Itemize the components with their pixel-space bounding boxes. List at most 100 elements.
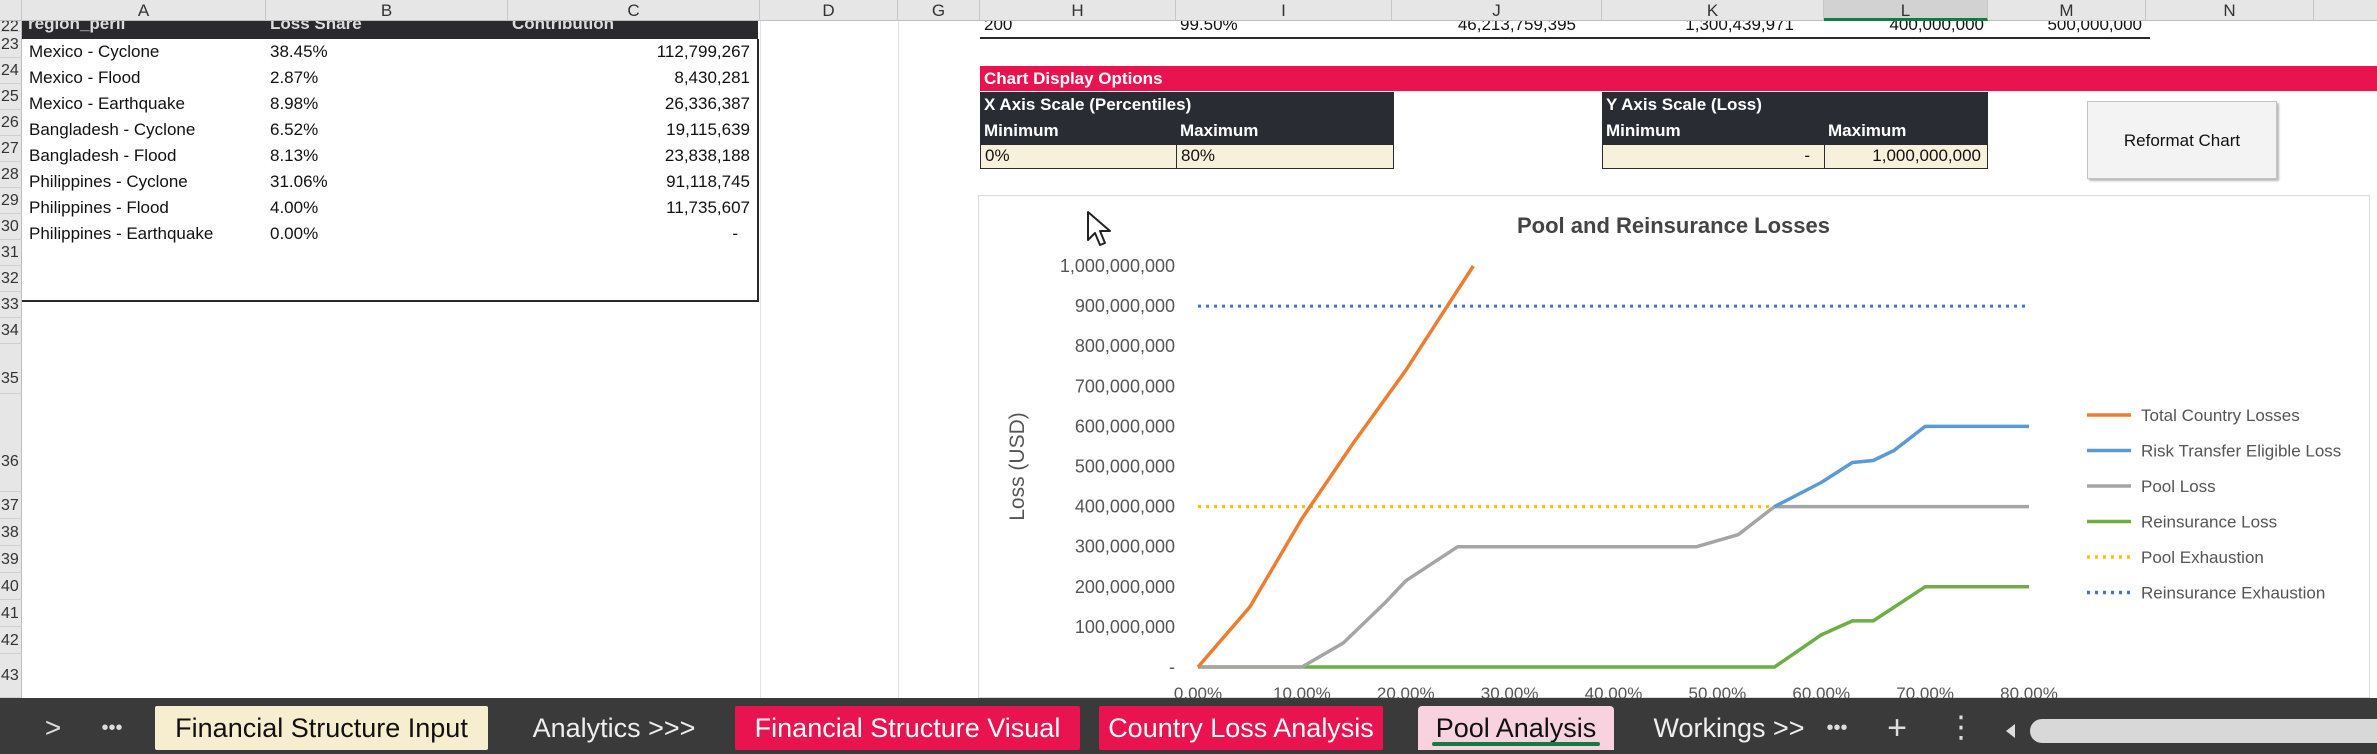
tab-pool-analysis-label: Pool Analysis <box>1435 713 1597 743</box>
tab-financial-structure-visual[interactable]: Financial Structure Visual <box>735 706 1080 750</box>
header-loss-share: Loss Share <box>270 21 362 33</box>
tab-pool-analysis[interactable]: Pool Analysis <box>1418 706 1614 750</box>
summary-row-partial: 200 99.50% 46,213,759,395 1,300,439,971 … <box>980 21 2150 39</box>
contribution-cell[interactable]: 11,735,607 <box>666 198 750 217</box>
region-peril-cell[interactable]: Mexico - Earthquake <box>29 94 185 113</box>
row-number[interactable]: 40 <box>0 573 22 600</box>
contribution-cell[interactable]: 19,115,639 <box>666 120 750 139</box>
column-header[interactable]: K <box>1602 0 1824 21</box>
column-header[interactable]: C <box>508 0 760 21</box>
pool-reinsurance-chart[interactable]: Pool and Reinsurance Losses Loss (USD) - 10… <box>978 195 2370 699</box>
region-peril-cell[interactable]: Bangladesh - Flood <box>29 146 177 165</box>
column-header[interactable]: A <box>22 0 266 21</box>
y-max-label: Maximum <box>1824 117 1988 144</box>
region-peril-cell[interactable]: Mexico - Cyclone <box>29 42 160 61</box>
tab-financial-structure-input[interactable]: Financial Structure Input <box>155 706 488 750</box>
header-region-peril: region_peril <box>28 21 126 33</box>
contribution-cell[interactable]: - <box>732 224 738 243</box>
contribution-cell[interactable]: 26,336,387 <box>664 94 750 113</box>
x-min-input[interactable]: 0% <box>980 144 1177 169</box>
x-tick-label: 10.00% <box>1273 684 1331 699</box>
y-max-input[interactable]: 1,000,000,000 <box>1824 144 1988 169</box>
summary-cell[interactable]: 500,000,000 <box>2047 21 2142 34</box>
series-line-total-country-losses <box>1196 265 1475 669</box>
row-number[interactable]: 27 <box>0 136 22 162</box>
loss-share-cell[interactable]: 2.87% <box>270 68 319 87</box>
y-tick-label: 800,000,000 <box>1075 336 1175 356</box>
column-header[interactable]: D <box>760 0 898 21</box>
tab-analytics[interactable]: Analytics >>> <box>532 713 696 743</box>
tab-country-loss-analysis[interactable]: Country Loss Analysis <box>1099 706 1383 750</box>
contribution-cell[interactable]: 112,799,267 <box>656 42 750 61</box>
column-header[interactable]: M <box>1988 0 2146 21</box>
column-header[interactable]: H <box>980 0 1176 21</box>
gridline <box>760 21 761 698</box>
summary-cell[interactable]: 46,213,759,395 <box>1457 21 1576 34</box>
y-axis-scale-label: Y Axis Scale (Loss) <box>1602 92 1988 117</box>
row-number[interactable]: 37 <box>0 492 22 519</box>
region-peril-cell[interactable]: Bangladesh - Cyclone <box>29 120 196 139</box>
row-number[interactable]: 41 <box>0 600 22 627</box>
legend-label: Pool Loss <box>2141 477 2216 496</box>
row-number[interactable]: 30 <box>0 214 22 240</box>
contribution-cell[interactable]: 8,430,281 <box>674 68 750 87</box>
row-number[interactable]: 22 <box>0 21 22 32</box>
loss-share-cell[interactable]: 0.00% <box>270 224 319 243</box>
y-min-input[interactable]: - <box>1602 144 1825 169</box>
column-header[interactable]: J <box>1392 0 1602 21</box>
reformat-chart-button[interactable]: Reformat Chart <box>2087 101 2277 179</box>
column-header[interactable]: N <box>2146 0 2314 21</box>
row-number[interactable]: 36 <box>0 394 22 492</box>
gridline <box>898 21 899 698</box>
x-max-input[interactable]: 80% <box>1176 144 1394 169</box>
horizontal-scrollbar[interactable] <box>2030 719 2377 743</box>
row-number[interactable]: 35 <box>0 344 22 394</box>
row-number[interactable]: 23 <box>0 32 22 58</box>
row-number[interactable]: 25 <box>0 84 22 110</box>
loss-share-cell[interactable]: 8.13% <box>270 146 319 165</box>
loss-share-cell[interactable]: 4.00% <box>270 198 319 217</box>
summary-cell[interactable]: 400,000,000 <box>1889 21 1984 34</box>
sheet-options-icon[interactable]: ⋮ <box>1946 711 1976 744</box>
row-number[interactable]: 38 <box>0 519 22 546</box>
loss-share-cell[interactable]: 6.52% <box>270 120 319 139</box>
region-peril-cell[interactable]: Philippines - Earthquake <box>29 224 214 243</box>
loss-share-cell[interactable]: 8.98% <box>270 94 319 113</box>
row-number[interactable]: 43 <box>0 654 22 698</box>
summary-cell[interactable]: 99.50% <box>1180 21 1238 34</box>
series-line-reinsurance-loss <box>1198 585 2029 669</box>
more-tabs-right-icon[interactable]: ••• <box>1826 717 1848 739</box>
loss-share-cell[interactable]: 38.45% <box>270 42 328 61</box>
x-tick-label: 30.00% <box>1481 684 1539 699</box>
row-header-strip: 22 23 24 25 26 27 28 29 30 31 32 33 34 3… <box>0 21 22 698</box>
column-header[interactable]: I <box>1176 0 1392 21</box>
row-number[interactable]: 32 <box>0 266 22 292</box>
row-number[interactable]: 29 <box>0 188 22 214</box>
row-number[interactable]: 31 <box>0 240 22 266</box>
summary-cell[interactable]: 1,300,439,971 <box>1685 21 1794 34</box>
row-number[interactable]: 33 <box>0 292 22 318</box>
contribution-cell[interactable]: 91,118,745 <box>666 172 750 191</box>
region-peril-cell[interactable]: Mexico - Flood <box>29 68 141 87</box>
summary-cell[interactable]: 200 <box>984 21 1013 34</box>
row-number[interactable]: 42 <box>0 627 22 654</box>
column-header[interactable]: G <box>898 0 980 21</box>
add-sheet-icon[interactable]: + <box>1887 709 1907 747</box>
select-all-corner[interactable] <box>0 0 22 21</box>
region-peril-cell[interactable]: Philippines - Cyclone <box>29 172 188 191</box>
row-number[interactable]: 26 <box>0 110 22 136</box>
contribution-cell[interactable]: 23,838,188 <box>664 146 750 165</box>
tab-workings[interactable]: Workings >> <box>1653 713 1805 743</box>
scroll-left-icon[interactable] <box>2004 724 2018 738</box>
column-header[interactable]: B <box>266 0 508 21</box>
column-header-selected[interactable]: L <box>1824 0 1988 21</box>
row-number[interactable]: 24 <box>0 58 22 84</box>
row-number[interactable]: 28 <box>0 162 22 188</box>
more-tabs-icon[interactable]: ••• <box>101 717 123 739</box>
region-peril-cell[interactable]: Philippines - Flood <box>29 198 169 217</box>
legend-label: Risk Transfer Eligible Loss <box>2141 442 2341 461</box>
row-number[interactable]: 34 <box>0 318 22 344</box>
tab-scroll-next-icon[interactable]: > <box>44 712 62 743</box>
loss-share-cell[interactable]: 31.06% <box>270 172 328 191</box>
row-number[interactable]: 39 <box>0 546 22 573</box>
